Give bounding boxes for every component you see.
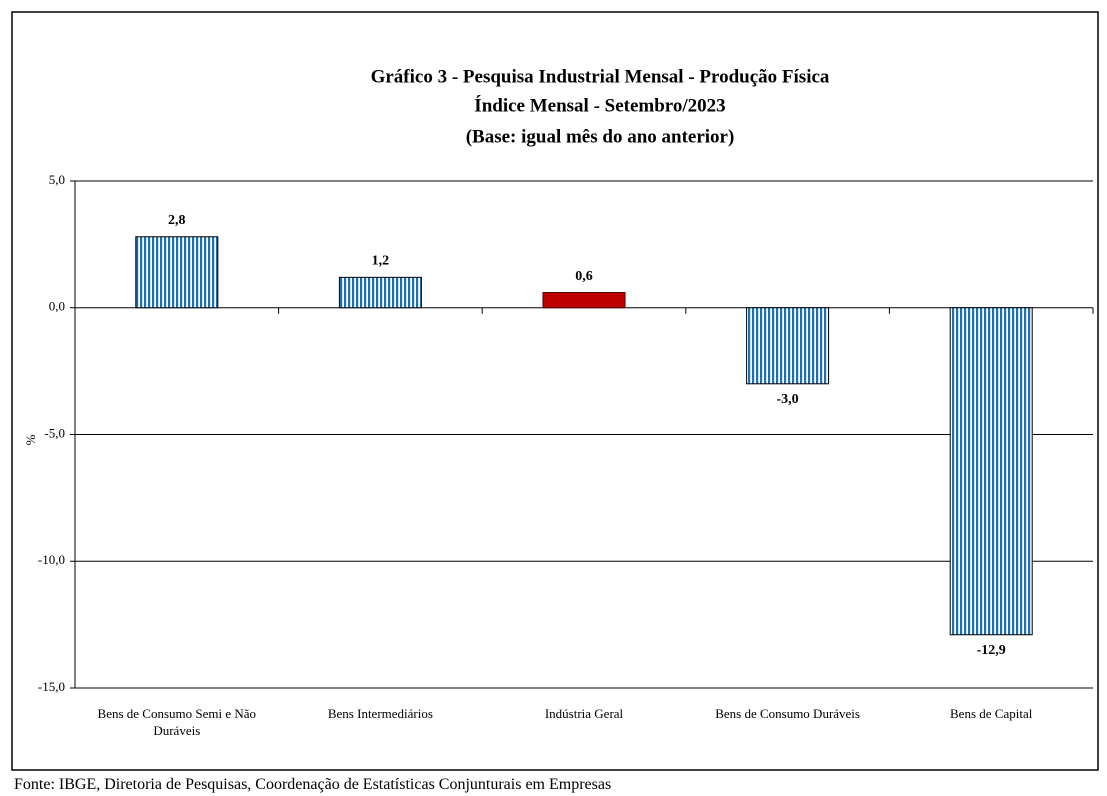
x-tick-label: Bens de Consumo Duráveis <box>715 706 860 721</box>
bar <box>338 276 422 309</box>
y-axis-label: % <box>23 434 38 445</box>
value-label: -3,0 <box>777 392 799 407</box>
bar <box>746 307 830 385</box>
value-label: 1,2 <box>372 254 390 269</box>
y-tick-label: -10,0 <box>38 552 65 567</box>
value-label: -12,9 <box>977 643 1006 658</box>
y-tick-label: 5,0 <box>49 172 65 187</box>
y-tick-label: -5,0 <box>44 425 65 440</box>
bar <box>949 307 1033 636</box>
x-tick-label: Bens Intermediários <box>327 706 433 721</box>
value-label: 2,8 <box>168 213 186 228</box>
y-tick-label: 0,0 <box>49 299 65 314</box>
source: Fonte: IBGE, Diretoria de Pesquisas, Coo… <box>14 776 612 793</box>
x-tick-label: Indústria Geral <box>544 706 624 721</box>
y-tick-label: -15,0 <box>38 679 65 694</box>
title-line: (Base: igual mês do ano anterior) <box>466 126 735 147</box>
value-label: 0,6 <box>575 269 593 284</box>
bar <box>135 236 219 309</box>
x-tick-label: Bens de Capital <box>950 706 1033 721</box>
bar <box>542 292 626 309</box>
x-tick-label: Bens de Consumo Semi e Não Duráveis <box>97 706 257 738</box>
frame <box>11 11 1099 771</box>
title-line: Gráfico 3 - Pesquisa Industrial Mensal -… <box>371 66 830 87</box>
title-line: Índice Mensal - Setembro/2023 <box>474 94 725 116</box>
